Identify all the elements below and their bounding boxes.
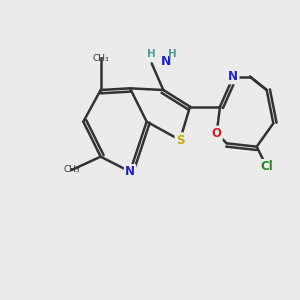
Text: O: O xyxy=(212,127,222,140)
Text: H: H xyxy=(147,49,156,59)
Text: N: N xyxy=(228,70,238,83)
Text: Cl: Cl xyxy=(260,160,273,173)
Text: CH₃: CH₃ xyxy=(92,54,109,63)
Text: S: S xyxy=(176,134,184,146)
Text: CH₃: CH₃ xyxy=(63,166,80,175)
Text: H: H xyxy=(168,49,177,59)
Text: N: N xyxy=(125,165,135,178)
Text: N: N xyxy=(161,55,171,68)
